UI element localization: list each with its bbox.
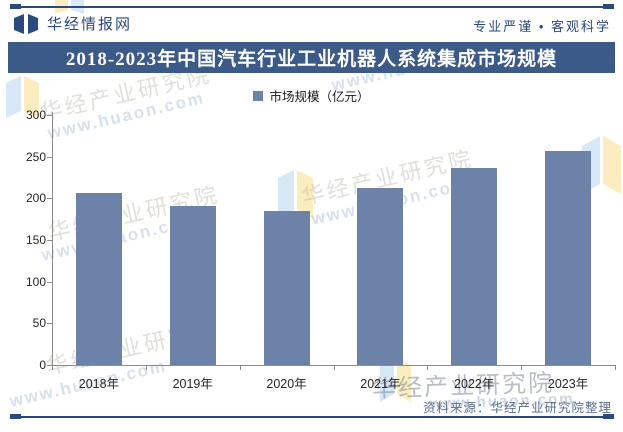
legend: 市场规模（亿元） [0, 86, 623, 105]
bar-2019年 [169, 205, 216, 365]
x-axis-tick [145, 366, 147, 370]
y-axis-tick-label: 150 [25, 233, 46, 247]
top-rule-left-cap [10, 4, 21, 9]
x-axis-tick [615, 366, 616, 370]
y-axis-tick [47, 365, 52, 366]
x-axis-tick [333, 366, 335, 370]
source-note: 资料来源：华经产业研究院整理 [422, 401, 612, 415]
x-axis-line [52, 365, 616, 366]
bar-2021年 [357, 188, 404, 365]
y-axis-tick [47, 115, 52, 116]
chart-title: 2018-2023年中国汽车行业工业机器人系统集成市场规模 [65, 49, 558, 70]
bar-2022年 [451, 168, 498, 365]
bottom-rule [10, 416, 614, 418]
x-axis-tick-label: 2020年 [266, 377, 307, 391]
x-axis-tick-label: 2023年 [547, 377, 589, 391]
header-tagline: 专业严谨 • 客观科学 [473, 19, 611, 34]
x-axis-tick-label: 2022年 [454, 377, 495, 391]
y-axis-tick [47, 156, 52, 158]
x-axis-tick [239, 366, 241, 370]
top-rule [10, 6, 614, 8]
y-axis-tick-label: 200 [25, 191, 46, 206]
y-axis-tick-label: 50 [32, 316, 46, 331]
y-axis-tick [47, 281, 52, 283]
x-axis-tick-label: 2018年 [78, 377, 120, 391]
y-axis-tick-label: 100 [25, 274, 46, 289]
bottom-rule-left-cap [10, 414, 21, 419]
x-axis-tick [521, 366, 523, 370]
huajing-logo-icon [14, 13, 38, 34]
bottom-rule-right-cap [603, 414, 614, 419]
y-axis-tick [47, 323, 52, 325]
y-axis-tick-label: 0 [39, 358, 46, 372]
bar-2023年 [545, 150, 592, 365]
y-axis-line [52, 112, 53, 365]
bar-2018年 [75, 193, 122, 365]
brand: 华经情报网 [14, 13, 132, 34]
legend-marker [253, 90, 264, 101]
legend-label: 市场规模（亿元） [269, 90, 370, 104]
y-axis-tick-label: 300 [25, 108, 46, 122]
x-axis-tick [52, 366, 53, 370]
x-axis-tick-label: 2021年 [360, 377, 401, 391]
y-axis-tick [47, 198, 52, 200]
top-rule-right-cap [603, 4, 614, 9]
y-axis-tick [47, 240, 52, 241]
chart-title-band: 2018-2023年中国汽车行业工业机器人系统集成市场规模 [8, 42, 615, 73]
x-axis-tick [427, 366, 429, 370]
y-axis-tick-label: 250 [25, 149, 46, 164]
x-axis-tick-label: 2019年 [172, 377, 213, 391]
brand-name: 华经情报网 [47, 16, 133, 33]
bar-2020年 [263, 210, 310, 365]
